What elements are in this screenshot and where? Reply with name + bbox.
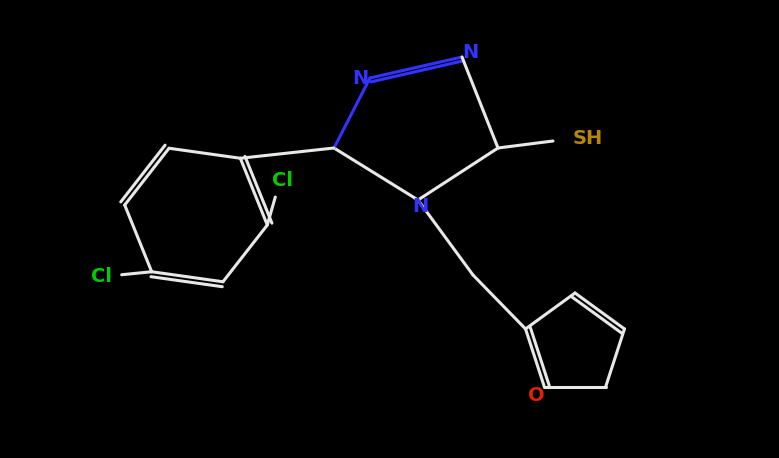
Text: Cl: Cl <box>91 267 112 286</box>
Text: Cl: Cl <box>272 170 293 190</box>
Text: N: N <box>412 196 428 216</box>
Text: SH: SH <box>573 129 603 147</box>
Text: O: O <box>528 386 545 404</box>
Text: N: N <box>462 44 478 62</box>
Text: N: N <box>352 69 368 87</box>
